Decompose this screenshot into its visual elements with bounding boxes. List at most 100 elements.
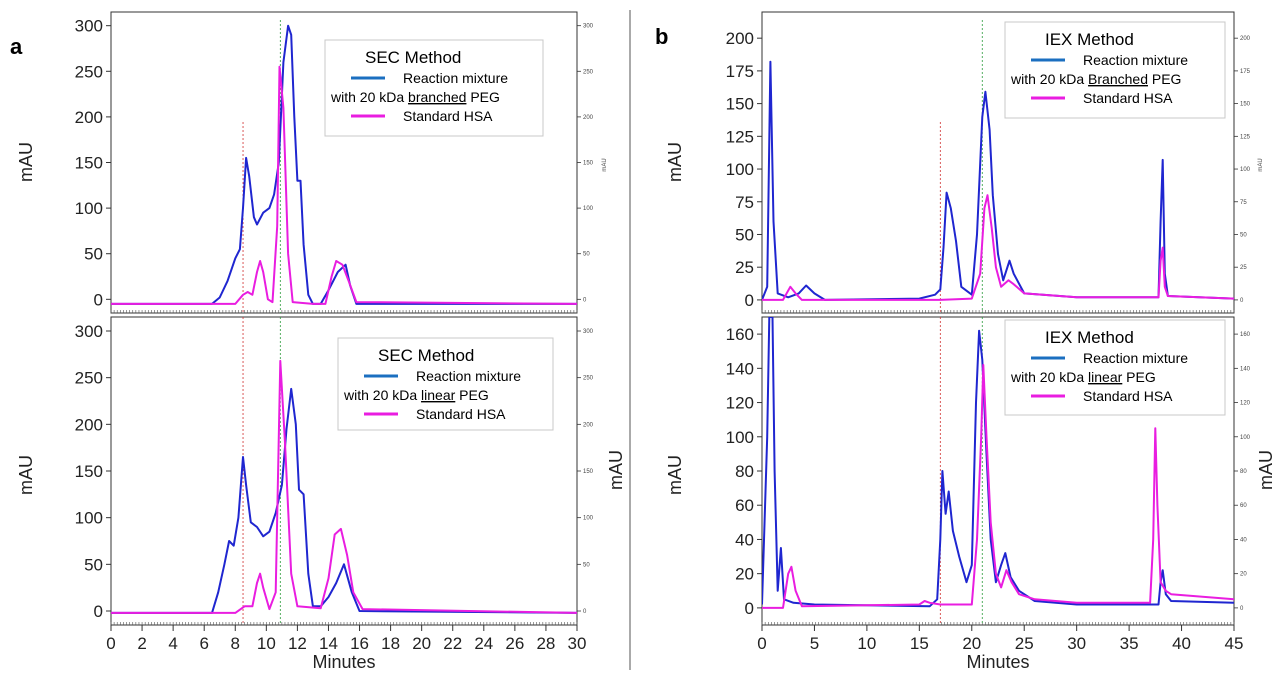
legend-entry-reaction: Reaction mixture (1083, 350, 1188, 366)
right-y-axis-label: mAU (606, 450, 626, 490)
right-y-tick-label: 50 (583, 252, 590, 258)
legend-entry-hsa: Standard HSA (1083, 90, 1173, 106)
y-tick-label: 160 (726, 325, 754, 344)
right-y-tick-label: 150 (1240, 102, 1251, 108)
panel-b-top: 0 25 50 75 100 125 150 175 200 0 25 50 75 100 125 150 17… (655, 11, 1264, 314)
right-y-tick-label: 250 (583, 376, 594, 382)
y-tick-label: 50 (84, 245, 103, 264)
right-y-axis-label: mAU (1256, 450, 1276, 490)
right-y-tick-label: 125 (1240, 134, 1251, 140)
y-axis-label: mAU (665, 455, 685, 495)
right-y-tick-label: 100 (1240, 167, 1251, 173)
right-y-tick-label: 150 (583, 469, 594, 475)
legend-peg-prefix: with 20 kDa (343, 387, 421, 403)
legend-peg-type: branched (408, 89, 466, 105)
x-tick-label: 30 (1067, 634, 1086, 653)
y-tick-label: 100 (75, 199, 103, 218)
x-tick-label: 10 (857, 634, 876, 653)
legend-peg-prefix: with 20 kDa (1010, 71, 1088, 87)
y-tick-label: 175 (726, 62, 754, 81)
x-tick-label: 0 (757, 634, 766, 653)
right-y-tick-label: 80 (1240, 469, 1247, 475)
y-tick-label: 125 (726, 127, 754, 146)
x-tick-label: 20 (962, 634, 981, 653)
legend-title: SEC Method (378, 346, 474, 365)
y-tick-label: 250 (75, 62, 103, 81)
legend-entry-reaction: Reaction mixture (403, 70, 508, 86)
x-tick-label: 18 (381, 634, 400, 653)
y-tick-label: 200 (75, 415, 103, 434)
right-y-tick-label: 0 (583, 609, 587, 615)
x-tick-label: 30 (568, 634, 587, 653)
x-tick-label: 10 (257, 634, 276, 653)
right-y-tick-label: 60 (1240, 503, 1247, 509)
right-y-tick-label: 100 (583, 206, 594, 212)
right-y-tick-label: 200 (1240, 36, 1251, 42)
right-y-tick-label: 200 (583, 115, 594, 121)
panel-letter: a (10, 34, 23, 59)
legend-peg-suffix: PEG (1148, 71, 1181, 87)
x-tick-label: 45 (1225, 634, 1244, 653)
right-y-tick-label: 0 (1240, 606, 1244, 612)
x-tick-label: 35 (1120, 634, 1139, 653)
x-tick-label: 8 (231, 634, 240, 653)
x-tick-label: 26 (505, 634, 524, 653)
legend-box (1004, 319, 1226, 416)
y-tick-label: 200 (726, 29, 754, 48)
legend-peg-type: linear (421, 387, 456, 403)
y-tick-label: 100 (726, 428, 754, 447)
y-tick-label: 60 (735, 496, 754, 515)
right-y-tick-label: 75 (1240, 200, 1247, 206)
x-tick-label: 28 (536, 634, 555, 653)
legend-entry-peg: with 20 kDa linear PEG (1010, 369, 1156, 385)
y-axis-label: mAU (16, 455, 36, 495)
y-tick-label: 0 (745, 291, 754, 310)
legend-peg-suffix: PEG (455, 387, 488, 403)
legend-peg-suffix: PEG (1122, 369, 1155, 385)
series-line-blue (111, 387, 577, 614)
x-tick-label: 0 (106, 634, 115, 653)
x-tick-label: 16 (350, 634, 369, 653)
y-tick-label: 0 (94, 290, 103, 309)
legend-peg-type: linear (1088, 369, 1123, 385)
y-tick-label: 25 (735, 258, 754, 277)
y-tick-label: 150 (75, 154, 103, 173)
x-axis-label: Minutes (312, 652, 375, 672)
legend: SEC Method Reaction mixture with 20 kDa li… (337, 337, 554, 431)
panel-b-bottom: 0204060801001201401600204060801001201401… (665, 316, 1276, 672)
right-y-tick-label: 50 (583, 562, 590, 568)
right-y-tick-label: 300 (583, 329, 594, 335)
right-y-tick-label: 100 (1240, 435, 1251, 441)
right-y-tick-label: 175 (1240, 69, 1251, 75)
legend: IEX Method Reaction mixture with 20 kDa li… (1004, 319, 1226, 416)
legend-title: IEX Method (1045, 30, 1134, 49)
panel-letter: b (655, 24, 668, 49)
series-line-magenta (762, 194, 1234, 301)
y-tick-label: 300 (75, 322, 103, 341)
x-tick-label: 5 (810, 634, 819, 653)
x-tick-label: 6 (199, 634, 208, 653)
series-line-magenta (111, 65, 577, 305)
right-y-tick-label: 20 (1240, 572, 1247, 578)
right-y-tick-label: 25 (1240, 265, 1247, 271)
legend-box (324, 39, 544, 137)
legend-title: SEC Method (365, 48, 461, 67)
y-tick-label: 150 (726, 95, 754, 114)
x-tick-label: 4 (168, 634, 177, 653)
right-y-tick-label: 0 (1240, 298, 1244, 304)
legend: SEC Method Reaction mixture with 20 kDa br… (324, 39, 544, 137)
legend-entry-reaction: Reaction mixture (1083, 52, 1188, 68)
right-y-tick-label: 120 (1240, 401, 1251, 407)
x-axis-label: Minutes (966, 652, 1029, 672)
legend-entry-peg: with 20 kDa linear PEG (343, 387, 489, 403)
legend-entry-hsa: Standard HSA (416, 406, 506, 422)
y-tick-label: 40 (735, 530, 754, 549)
right-y-tick-label: 0 (583, 297, 587, 303)
series-line-magenta (111, 359, 577, 614)
x-tick-label: 15 (910, 634, 929, 653)
y-tick-label: 120 (726, 394, 754, 413)
y-tick-label: 200 (75, 108, 103, 127)
